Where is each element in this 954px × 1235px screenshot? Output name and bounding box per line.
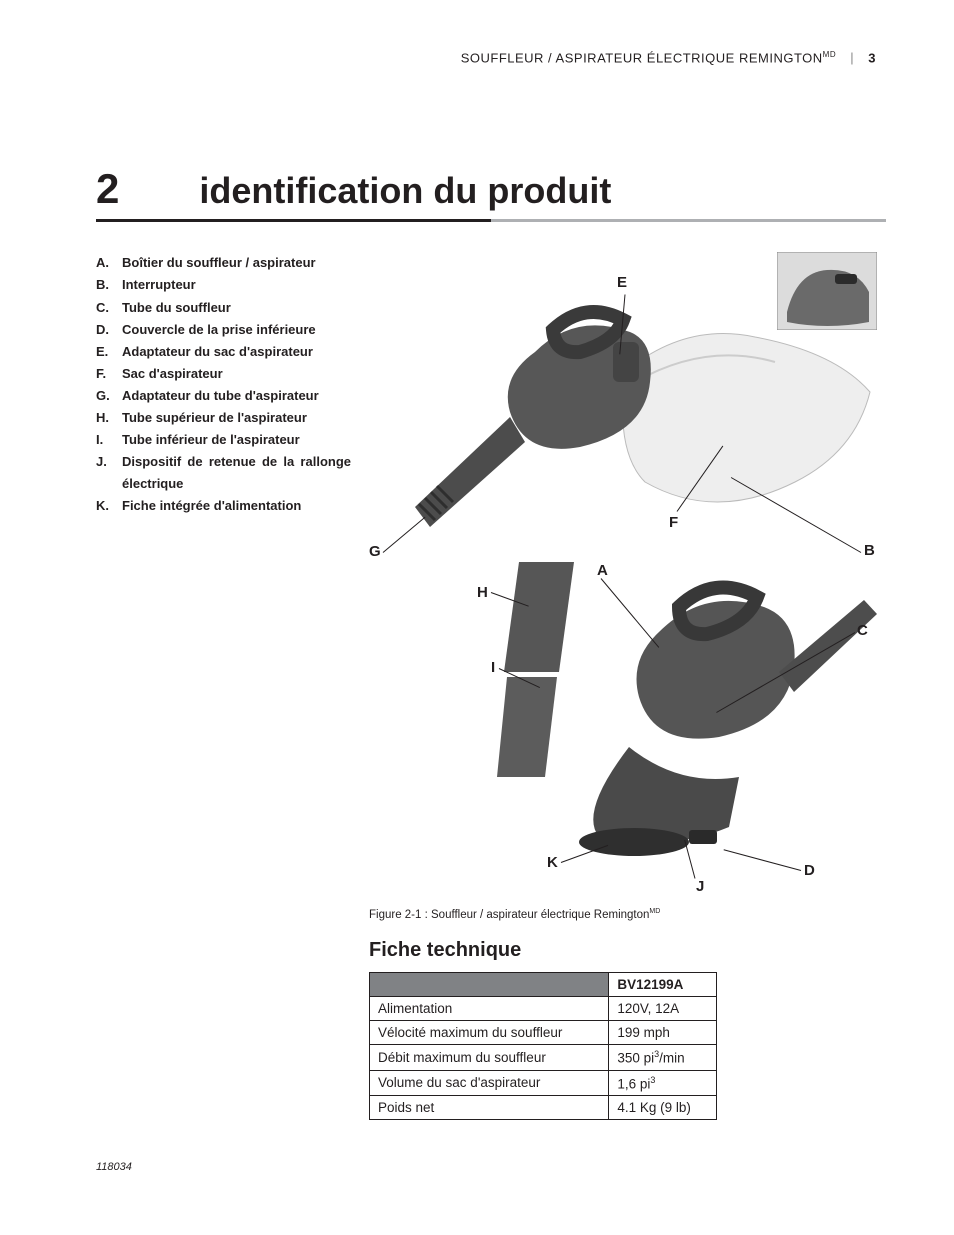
table-row: Vélocité maximum du souffleur199 mph <box>370 1021 717 1045</box>
spec-label: Vélocité maximum du souffleur <box>370 1021 609 1045</box>
part-label: Tube supérieur de l'aspirateur <box>122 407 351 429</box>
part-label: Interrupteur <box>122 274 351 296</box>
part-letter: B. <box>96 274 112 296</box>
part-letter: J. <box>96 451 112 495</box>
parts-list-item: A. Boîtier du souffleur / aspirateur <box>96 252 351 274</box>
parts-list-item: K. Fiche intégrée d'alimentation <box>96 495 351 517</box>
callout-letter: K <box>547 854 558 871</box>
parts-list-item: I. Tube inférieur de l'aspirateur <box>96 429 351 451</box>
figure-caption-super: MD <box>649 908 660 915</box>
section-heading: 2 identification du produit <box>96 165 886 222</box>
spec-value: 4.1 Kg (9 lb) <box>609 1096 717 1120</box>
parts-list-item: B. Interrupteur <box>96 274 351 296</box>
spec-value: 1,6 pi3 <box>609 1070 717 1096</box>
parts-list-item: H. Tube supérieur de l'aspirateur <box>96 407 351 429</box>
part-letter: H. <box>96 407 112 429</box>
page-content: SOUFFLEUR / ASPIRATEUR ÉLECTRIQUE REMING… <box>96 50 886 1120</box>
callout-letter: G <box>369 543 381 560</box>
callout-letter: E <box>617 274 627 291</box>
part-letter: G. <box>96 385 112 407</box>
header-text: SOUFFLEUR / ASPIRATEUR ÉLECTRIQUE REMING… <box>461 50 823 65</box>
spec-label: Alimentation <box>370 997 609 1021</box>
part-letter: I. <box>96 429 112 451</box>
section-title-text: identification du produit <box>199 170 611 212</box>
running-header: SOUFFLEUR / ASPIRATEUR ÉLECTRIQUE REMING… <box>96 50 886 65</box>
part-letter: F. <box>96 363 112 385</box>
section-number: 2 <box>96 165 119 213</box>
table-row: Débit maximum du souffleur350 pi3/min <box>370 1045 717 1071</box>
part-letter: A. <box>96 252 112 274</box>
lower-unit-sketch <box>479 552 879 882</box>
spec-value: 199 mph <box>609 1021 717 1045</box>
footer-doc-number: 118034 <box>96 1161 132 1173</box>
upper-unit-sketch <box>375 282 875 542</box>
parts-list-item: F. Sac d'aspirateur <box>96 363 351 385</box>
spec-value: 350 pi3/min <box>609 1045 717 1071</box>
part-label: Sac d'aspirateur <box>122 363 351 385</box>
part-label: Boîtier du souffleur / aspirateur <box>122 252 351 274</box>
callout-letter: D <box>804 862 815 879</box>
callout-letter: J <box>696 878 704 895</box>
part-letter: D. <box>96 319 112 341</box>
parts-list-item: J.Dispositif de retenue de la rallonge é… <box>96 451 351 495</box>
part-letter: E. <box>96 341 112 363</box>
header-super: MD <box>823 50 836 59</box>
table-header-row: BV12199A <box>370 973 717 997</box>
part-label: Adaptateur du sac d'aspirateur <box>122 341 351 363</box>
spec-label: Volume du sac d'aspirateur <box>370 1070 609 1096</box>
part-letter: K. <box>96 495 112 517</box>
header-separator: | <box>850 50 854 65</box>
part-label: Tube inférieur de l'aspirateur <box>122 429 351 451</box>
table-row: Poids net4.1 Kg (9 lb) <box>370 1096 717 1120</box>
spec-label: Débit maximum du souffleur <box>370 1045 609 1071</box>
callout-letter: H <box>477 584 488 601</box>
table-row: Alimentation120V, 12A <box>370 997 717 1021</box>
callout-letter: F <box>669 514 678 531</box>
callout-letter: I <box>491 659 495 676</box>
part-label: Couvercle de la prise inférieure <box>122 319 351 341</box>
part-label: Adaptateur du tube d'aspirateur <box>122 385 351 407</box>
spec-table: BV12199A Alimentation120V, 12AVélocité m… <box>369 972 717 1120</box>
spec-label: Poids net <box>370 1096 609 1120</box>
figure-caption-text: Figure 2-1 : Souffleur / aspirateur élec… <box>369 909 649 921</box>
callout-letter: A <box>597 562 608 579</box>
diagram-block: E F B G H A C I K J D Figure 2-1 : Souffleur / asp… <box>369 252 886 1120</box>
parts-list: A. Boîtier du souffleur / aspirateur B. Int… <box>96 252 351 1120</box>
content-row: A. Boîtier du souffleur / aspirateur B. Int… <box>96 252 886 1120</box>
table-header-blank <box>370 973 609 997</box>
table-header-model: BV12199A <box>609 973 717 997</box>
part-letter: C. <box>96 297 112 319</box>
part-label: Dispositif de retenue de la rallonge éle… <box>122 451 351 495</box>
parts-list-item: C. Tube du souffleur <box>96 297 351 319</box>
page-number: 3 <box>868 50 876 65</box>
spec-value: 120V, 12A <box>609 997 717 1021</box>
figure-caption: Figure 2-1 : Souffleur / aspirateur élec… <box>369 908 886 921</box>
callout-letter: C <box>857 622 868 639</box>
callout-letter: B <box>864 542 875 559</box>
spec-heading: Fiche technique <box>369 939 886 962</box>
parts-list-item: D. Couvercle de la prise inférieure <box>96 319 351 341</box>
table-row: Volume du sac d'aspirateur1,6 pi3 <box>370 1070 717 1096</box>
parts-list-item: G. Adaptateur du tube d'aspirateur <box>96 385 351 407</box>
product-diagram: E F B G H A C I K J D <box>369 252 879 902</box>
part-label: Tube du souffleur <box>122 297 351 319</box>
parts-list-item: E. Adaptateur du sac d'aspirateur <box>96 341 351 363</box>
part-label: Fiche intégrée d'alimentation <box>122 495 351 517</box>
